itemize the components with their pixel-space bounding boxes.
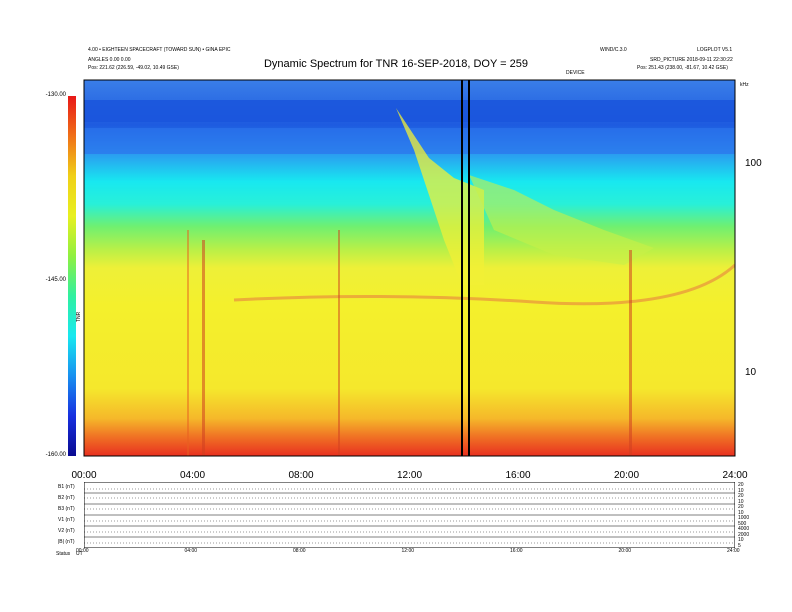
bottom-x-tick-label: 24:00 (727, 548, 740, 554)
bottom-panel-right-tick: 4000 (738, 526, 750, 532)
bottom-panel-label: V1 (nT) (58, 517, 75, 523)
bottom-panel-label: |B| (nT) (58, 539, 75, 545)
right-axis-tick-100: 100 (745, 158, 762, 169)
bottom-panel-right-tick: 20 (738, 504, 744, 510)
colorbar-tick-mid: -145.00 (45, 277, 66, 283)
bottom-panel-label: B2 (nT) (58, 495, 75, 501)
bottom-panel-label: V2 (nT) (58, 528, 75, 534)
x-tick-label: 24:00 (722, 470, 748, 481)
colorbar (68, 96, 76, 456)
header-right-2: SRD_PICTURE 2018-09-11 22:30:22 (650, 57, 733, 63)
header-right-small: DEVICE (566, 70, 585, 76)
bottom-panel-right-tick: 500 (738, 520, 747, 527)
bottom-panel (84, 482, 735, 548)
footer-status: Status (56, 551, 71, 557)
x-tick-label: 04:00 (179, 470, 206, 481)
bottom-panel-label: B3 (nT) (58, 506, 75, 512)
header-left-2: ANGLES 0.00 0.00 (88, 57, 131, 63)
colorbar-label: TNR (76, 311, 82, 322)
bottom-x-tick-label: 12:00 (401, 548, 415, 554)
header-right-3: Pos: 251.43 (238.00, -81.67, 10.42 GSE) (637, 65, 728, 71)
spike-2 (202, 240, 205, 456)
x-tick-label: 12:00 (396, 470, 423, 481)
bottom-panel-right-tick: 1000 (738, 515, 750, 521)
bottom-panel-right-tick: 10 (738, 537, 744, 543)
bottom-x-tick-label: 08:00 (293, 548, 306, 554)
header-left-3: Pos: 221.62 (226.59, -49.02, 10.49 GSE) (88, 65, 179, 71)
blue-band-1 (84, 100, 735, 122)
x-tick-label: 08:00 (288, 470, 314, 481)
x-tick-label: 00:00 (71, 470, 97, 481)
bottom-panel-right-tick: 10 (738, 498, 744, 505)
bottom-panel-label: B1 (nT) (58, 484, 75, 490)
x-tick-label: 20:00 (613, 470, 640, 481)
bottom-panel-right-tick: 2000 (738, 531, 750, 538)
bottom-x-tick-label: 16:00 (510, 548, 523, 554)
bottom-panel-right-tick: 10 (738, 487, 744, 494)
chart-title: Dynamic Spectrum for TNR 16-SEP-2018, DO… (263, 58, 528, 70)
bottom-x-tick-label: 04:00 (184, 548, 198, 554)
spectrogram (84, 80, 735, 456)
header-left-1: 4.00 • EIGHTEEN SPACECRAFT (TOWARD SUN) … (88, 47, 231, 53)
marker-line-1 (461, 80, 463, 456)
bottom-panel-right-tick: 20 (738, 493, 744, 499)
x-tick-label: 16:00 (505, 470, 531, 481)
colorbar-tick-top: -130.00 (45, 92, 66, 98)
header-right-1b: LOGPLOT V5.1 (697, 47, 733, 53)
marker-line-2 (468, 80, 470, 456)
spike-3 (338, 230, 340, 456)
bottom-panel-right-tick: 10 (738, 509, 744, 516)
bottom-panel-right-tick: 5 (738, 542, 741, 549)
bottom-x-tick-label: 20:00 (618, 548, 632, 554)
right-axis-unit: kHz (740, 82, 749, 88)
footer-ut: UT (76, 551, 83, 557)
right-axis-tick-10: 10 (745, 367, 757, 378)
header-right-1a: WIND/C.3.0 (600, 47, 627, 53)
colorbar-tick-bottom: -160.00 (45, 452, 66, 458)
spike-1 (187, 230, 189, 456)
bottom-x-tick-label: 00:00 (76, 548, 89, 554)
bottom-panel-right-tick: 20 (738, 482, 744, 488)
spike-4 (629, 250, 632, 456)
